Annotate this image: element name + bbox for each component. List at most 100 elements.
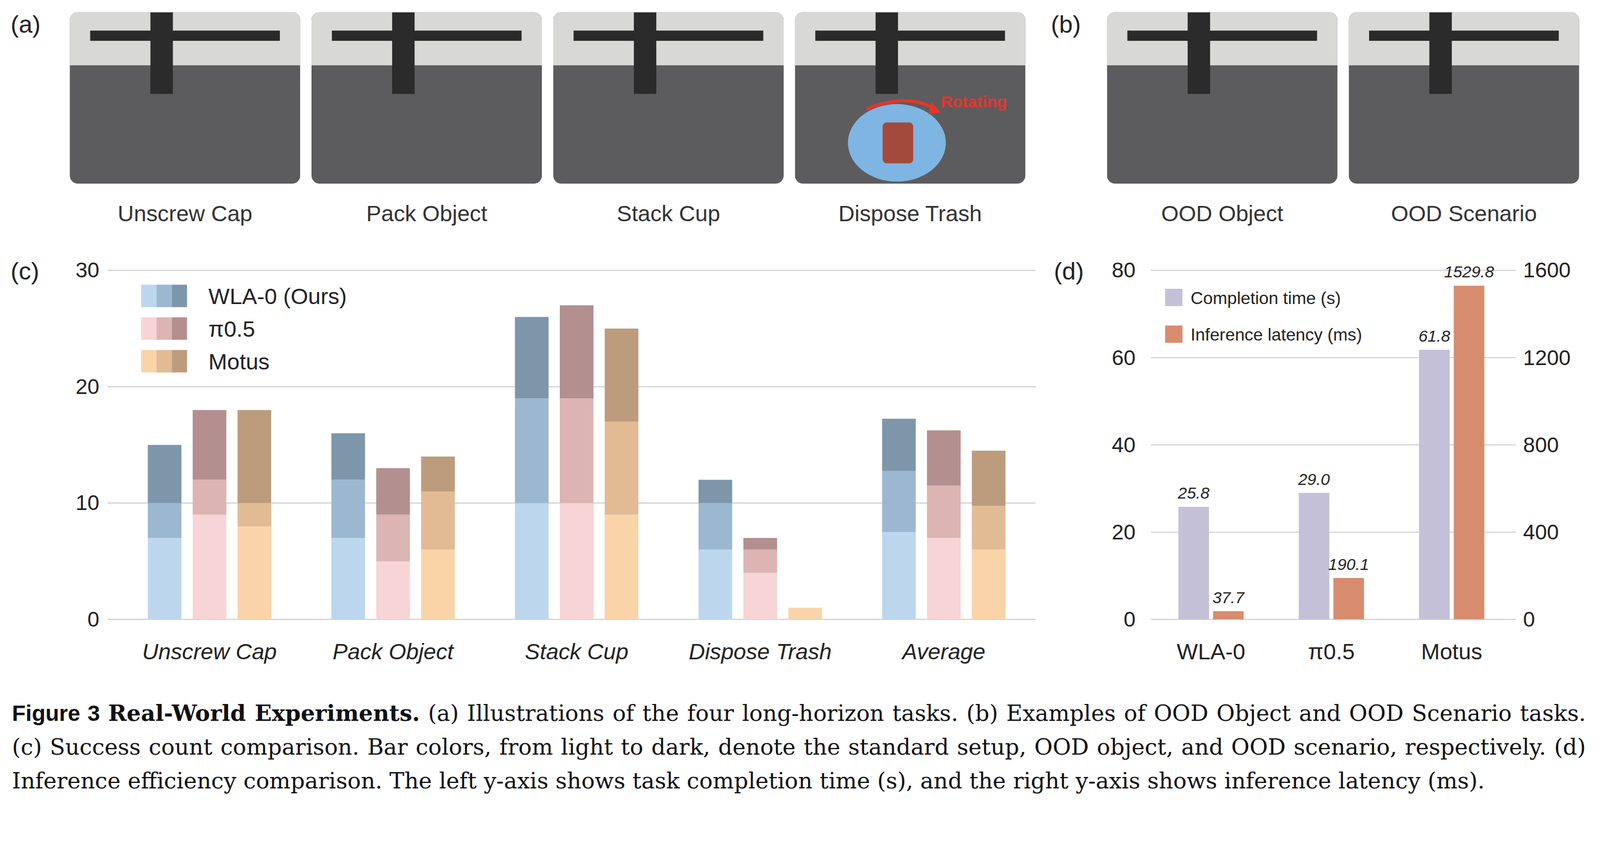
tick-label: 400 <box>1523 519 1560 544</box>
bar <box>1178 506 1209 620</box>
photo-table <box>795 11 1026 184</box>
tick-mark <box>1511 618 1516 620</box>
category-label: WLA-0 <box>1176 638 1246 664</box>
bar <box>1453 285 1485 619</box>
bar-segment <box>192 514 227 620</box>
bar-segment <box>788 607 822 619</box>
photo-content <box>553 11 784 184</box>
bar-segment <box>515 398 549 503</box>
photo: Rotating <box>795 11 1026 184</box>
bar <box>1419 349 1450 620</box>
bar-segment <box>698 502 733 549</box>
tick-label: 30 <box>75 257 100 282</box>
category-label: Dispose Trash <box>688 638 832 664</box>
bar-segment <box>237 526 272 620</box>
bar-segment <box>331 479 365 539</box>
trash-can <box>882 122 914 164</box>
caption-lab: Figure 3 <box>11 700 101 726</box>
photo-label: Stack Cup <box>616 200 720 227</box>
photo-table <box>69 11 301 184</box>
bar-segment <box>743 572 778 619</box>
category-label: Stack Cup <box>524 638 629 664</box>
bar-segment <box>788 606 822 608</box>
bar-segment <box>926 430 961 486</box>
legend-swatch <box>156 284 172 307</box>
photo-table <box>1348 11 1580 184</box>
photo-content <box>795 11 1026 184</box>
bar-segment <box>376 514 411 561</box>
category-label: π0.5 <box>1308 638 1355 664</box>
legend-label: π0.5 <box>208 316 256 342</box>
photo-rail <box>1127 30 1317 41</box>
bar-segment <box>147 502 182 538</box>
legend-swatch <box>156 316 172 340</box>
tick-label: 1200 <box>1523 345 1571 370</box>
bar-segment <box>698 479 733 504</box>
photo-wall <box>795 11 1026 65</box>
photo-table <box>1107 11 1338 184</box>
bars <box>1178 285 1485 619</box>
bar-segment <box>698 549 733 620</box>
caption-tit: Real-World Experiments. <box>108 699 420 726</box>
bar-segment <box>147 444 182 504</box>
bar-segment <box>604 328 639 422</box>
photo <box>553 11 784 184</box>
bar-segment <box>420 549 455 620</box>
photo-rail <box>573 30 763 41</box>
legend-label: WLA-0 (Ours) <box>208 283 347 309</box>
bar-segment <box>420 491 455 550</box>
photo-robot <box>1429 11 1452 94</box>
bar-segment <box>376 560 411 620</box>
photo-robot <box>392 11 415 94</box>
photo-label: Pack Object <box>366 200 488 227</box>
bar-segment <box>972 450 1006 506</box>
photo-rail <box>815 30 1005 41</box>
photo-content <box>1348 11 1580 184</box>
tick-label: 800 <box>1523 432 1560 457</box>
photo-robot <box>875 11 899 94</box>
photo <box>311 11 542 184</box>
photo-rail <box>331 30 522 41</box>
category-label: Pack Object <box>332 638 455 664</box>
rotation-arrowhead <box>928 101 941 114</box>
photo-robot <box>150 11 173 94</box>
photo-content <box>311 11 542 184</box>
bar-segment <box>237 409 272 503</box>
category-label: Unscrew Cap <box>142 638 277 664</box>
panel-letter: (c) <box>10 257 39 285</box>
photo-label: Dispose Trash <box>838 200 982 227</box>
legend-swatch <box>141 349 157 372</box>
legend-swatch <box>171 349 187 372</box>
photo-rail <box>1369 30 1559 41</box>
data-label: 190.1 <box>1328 554 1370 573</box>
bar-segment <box>604 514 639 620</box>
photo-wall <box>311 11 542 65</box>
turntable <box>847 104 946 182</box>
grid-line <box>107 269 1036 271</box>
category-label: Motus <box>1421 638 1483 664</box>
panel-letter: (a) <box>10 10 41 39</box>
bar-segment <box>147 537 182 619</box>
legend-swatch <box>141 284 157 307</box>
data-label: 61.8 <box>1418 326 1451 345</box>
bar-segment <box>192 409 227 480</box>
tick-mark <box>1511 531 1516 533</box>
tick-label: 60 <box>1111 345 1136 370</box>
bar <box>1212 611 1244 620</box>
photo-annotation: Rotating <box>940 92 1007 111</box>
bar-segment <box>882 418 916 471</box>
legend-swatch <box>1164 325 1183 343</box>
photo-table <box>311 11 542 184</box>
photo-wall <box>69 11 301 65</box>
photo-rail <box>90 30 280 41</box>
photo <box>1348 11 1580 184</box>
bar <box>1333 577 1364 620</box>
bar-segment <box>331 432 365 480</box>
panel-letter: (b) <box>1051 10 1082 39</box>
bar-segment <box>559 502 594 619</box>
bar-segment <box>743 549 778 573</box>
legend-label: Motus <box>208 349 270 375</box>
bar-segment <box>926 537 961 619</box>
photo-label: OOD Scenario <box>1390 200 1537 227</box>
data-label: 25.8 <box>1177 483 1211 502</box>
